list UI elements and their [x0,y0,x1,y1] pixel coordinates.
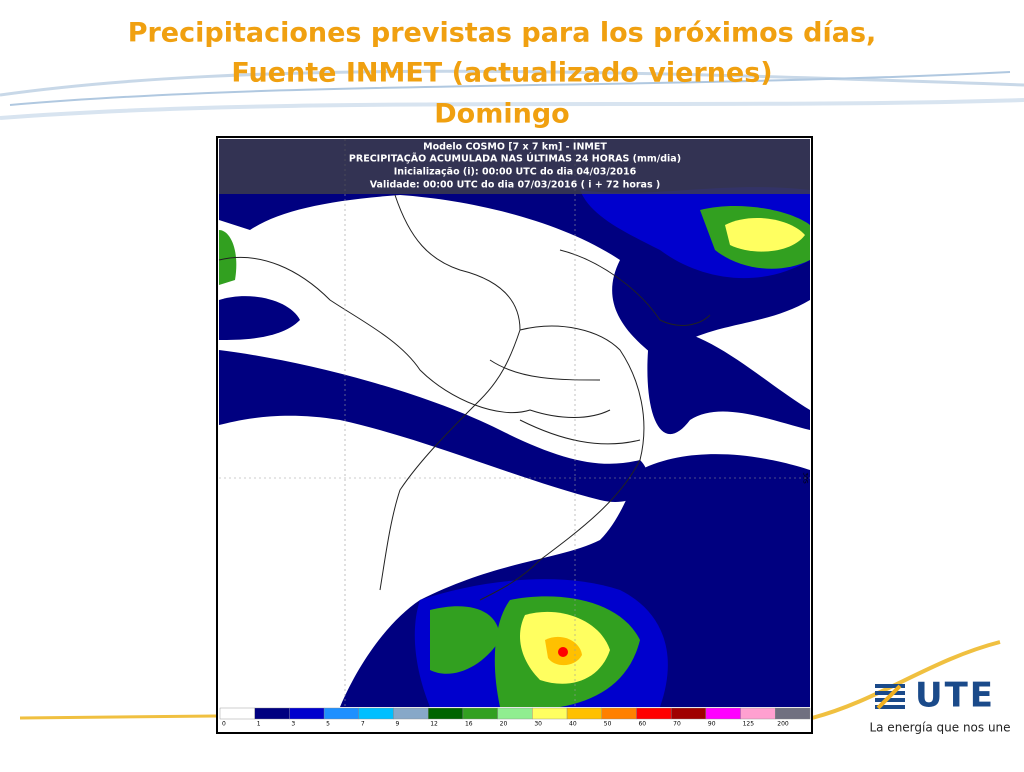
legend-label: 16 [465,721,473,728]
map-header: PRECIPITAÇÃO ACUMULADA NAS ÚLTIMAS 24 HO… [349,153,681,165]
title-line: Domingo [434,99,569,130]
title-line: Fuente INMET (actualizado viernes) [231,58,772,89]
legend-label: 0 [222,721,226,728]
legend-label: 20 [500,721,508,728]
legend-label: 3 [291,721,295,728]
logo: UTE La energía que nos une [869,676,1010,735]
legend-swatch [670,707,707,720]
borders [218,194,711,601]
legend-swatch [462,707,498,720]
legend-swatch [358,707,394,720]
legend-swatch [428,707,464,720]
map: 30S Modelo COSMO [7 x 7 km] - INMET PREC… [216,136,813,734]
legend-label: 30 [534,721,542,728]
legend-swatch [532,707,568,720]
decoration [0,69,1024,720]
legend-label: 70 [673,721,681,728]
legend-label: 200 [777,721,789,728]
legend-label: 50 [604,721,612,728]
graticule [219,139,810,707]
legend-swatch [705,707,741,720]
title-line: Precipitaciones previstas para los próxi… [128,18,877,49]
legend-label: 90 [708,721,716,728]
legend-swatch [740,707,776,720]
map-header: Modelo COSMO [7 x 7 km] - INMET [423,142,607,153]
map-header: Inicialização (i): 00:00 UTC do dia 04/0… [394,167,637,178]
legend-label: 5 [326,721,330,728]
legend-swatch [636,707,672,720]
legend-swatch [566,707,602,720]
legend-label: 60 [638,721,646,728]
precip-field [219,139,810,707]
legend-label: 40 [569,721,577,728]
legend-label: 1 [257,721,261,728]
legend-swatch [219,707,255,720]
map-header: Validade: 00:00 UTC do dia 07/03/2016 ( … [370,180,661,191]
legend-label: 12 [430,721,438,728]
legend-label: 9 [396,721,400,728]
legend-swatch [775,707,811,720]
legend-label: 125 [743,721,755,728]
legend-label: 7 [361,721,365,728]
lat-label: 30S [802,472,809,484]
legend-swatch [254,707,290,720]
map-header-bg [219,139,810,194]
legend-swatch [497,707,533,720]
legend-swatch [289,707,325,720]
logo-name: UTE [915,676,995,716]
legend-swatch [323,707,360,720]
legend: 0 1 3 5 7 9 12 16 20 30 40 50 60 70 90 125 200 [219,707,811,728]
logo-tagline: La energía que nos une [869,721,1010,735]
legend-swatch [393,707,429,720]
legend-swatch [601,707,637,720]
